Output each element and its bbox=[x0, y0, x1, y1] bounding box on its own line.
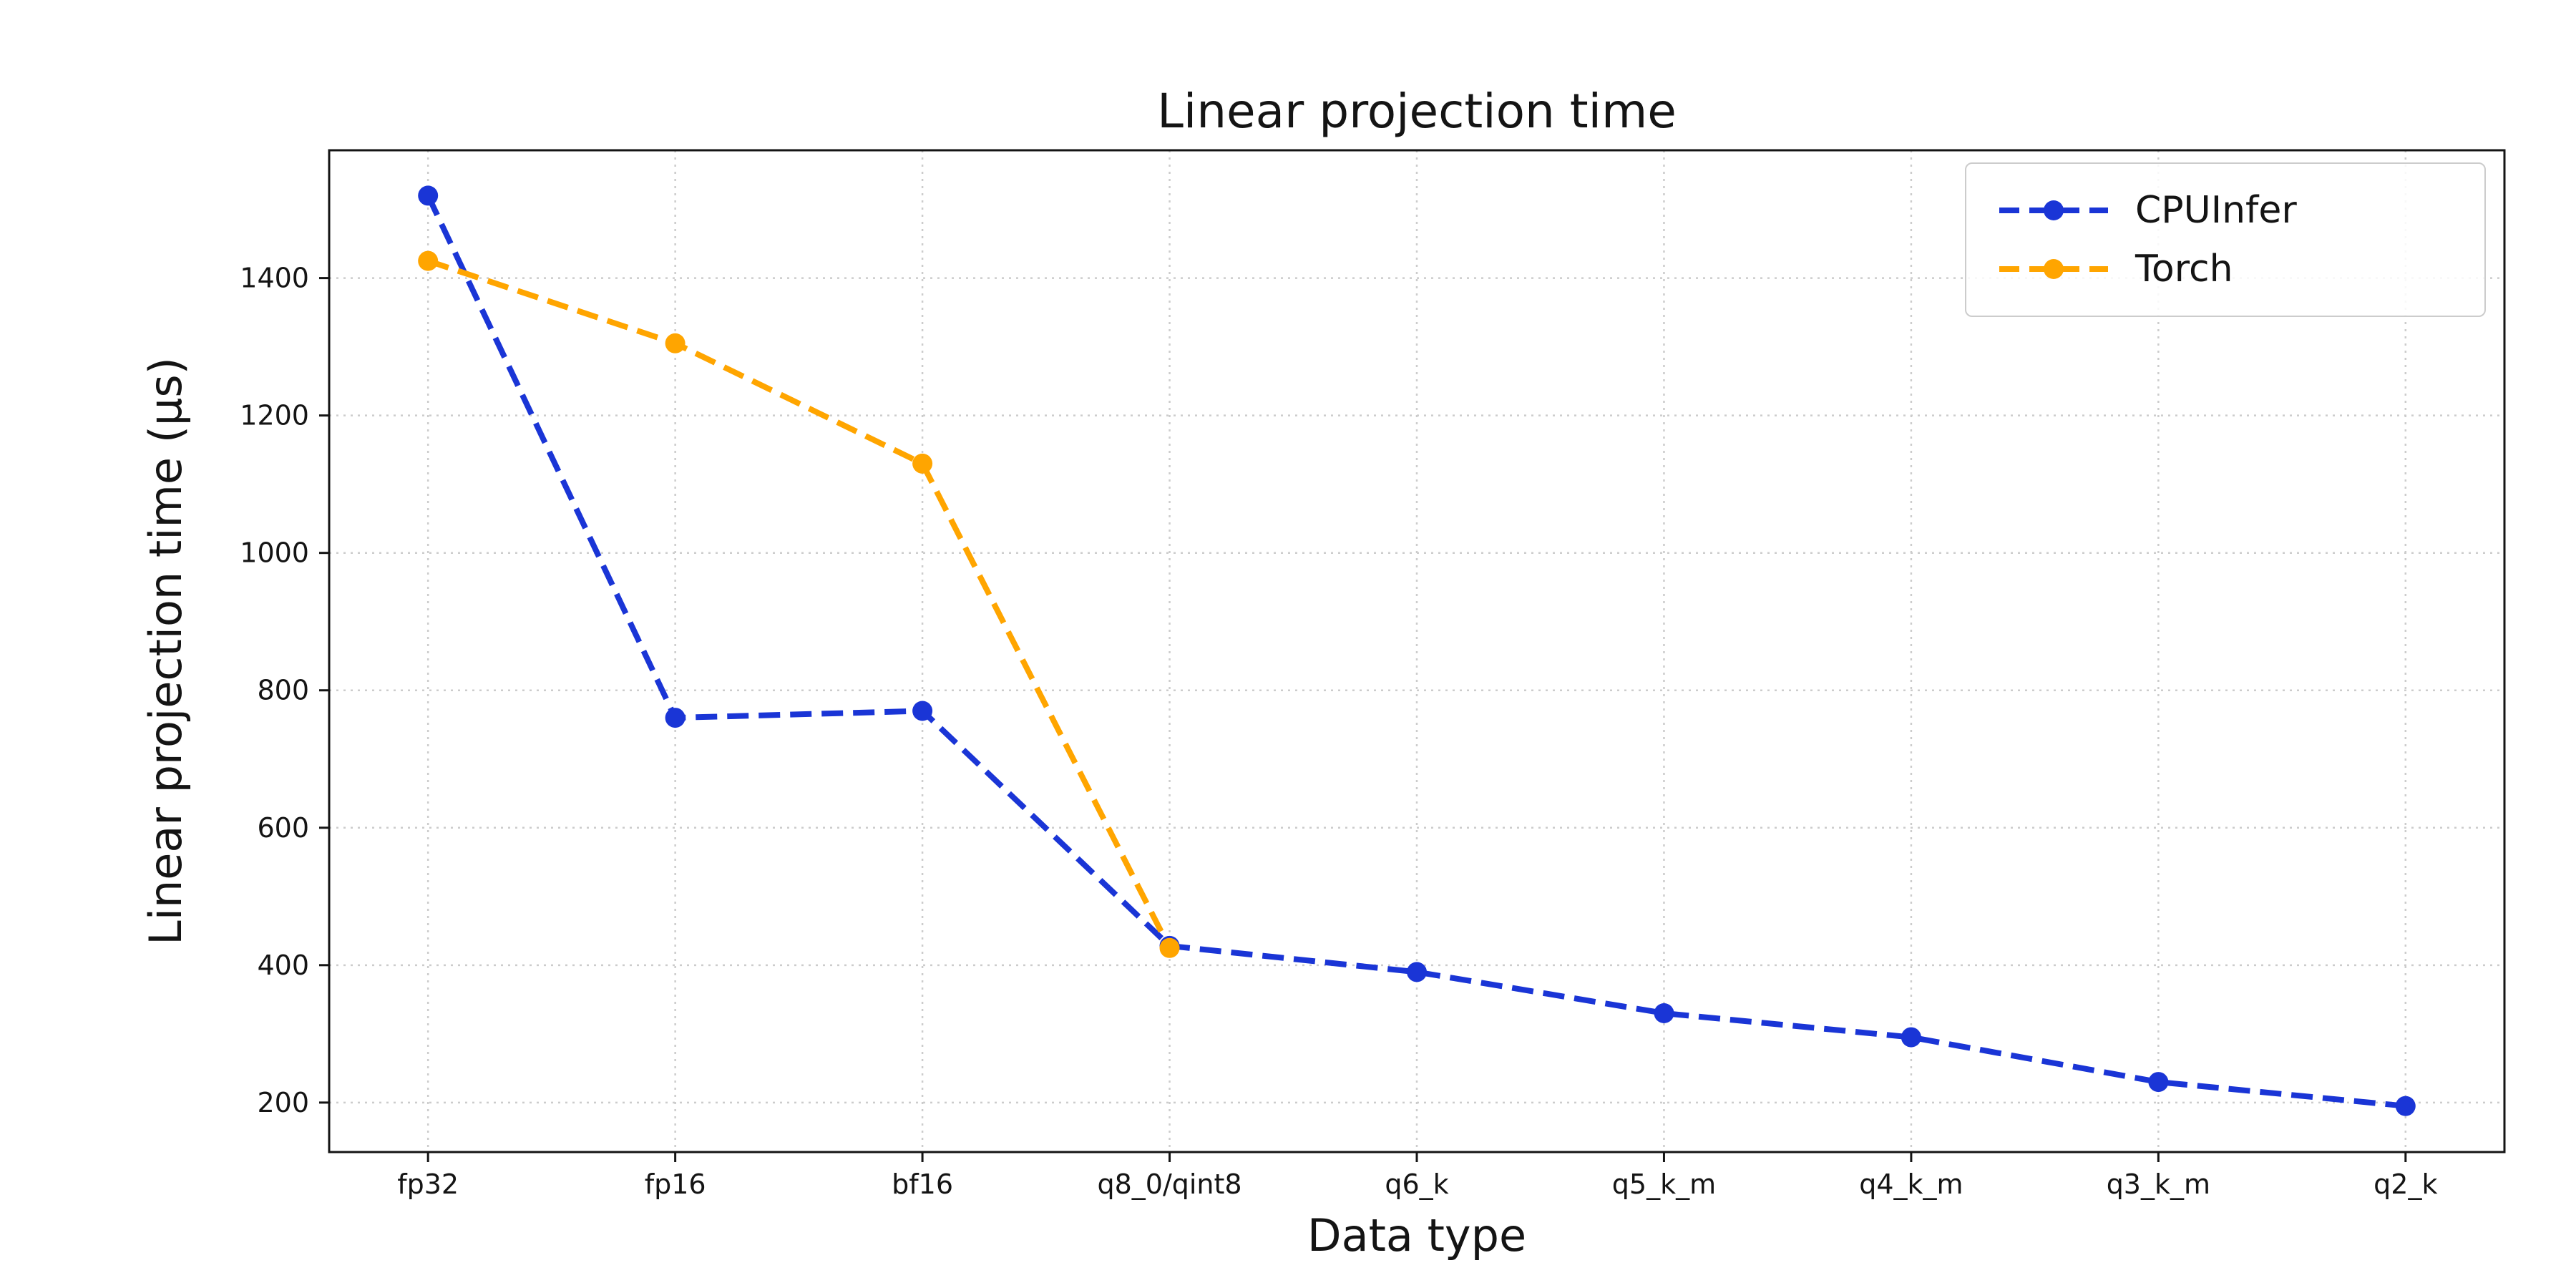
x-tick-label: fp16 bbox=[645, 1169, 706, 1200]
x-axis-label: Data type bbox=[1307, 1209, 1526, 1262]
legend-label: Torch bbox=[2135, 248, 2233, 291]
x-tick-label: q2_k bbox=[2373, 1169, 2437, 1200]
data-series bbox=[418, 185, 2416, 1116]
x-tick-label: q3_k_m bbox=[2107, 1169, 2210, 1200]
y-tick-label: 1400 bbox=[240, 263, 309, 294]
y-axis-label: Linear projection time (μs) bbox=[140, 357, 192, 945]
y-tick-label: 200 bbox=[257, 1087, 309, 1118]
data-point-cpuinfer bbox=[1901, 1027, 1921, 1048]
x-tick-label: q5_k_m bbox=[1612, 1169, 1716, 1200]
y-tick-label: 400 bbox=[257, 950, 309, 981]
legend-line-sample bbox=[1999, 200, 2108, 220]
axis-ticks: fp32 fp16 bf16 q8_0/qint8 q6_k q5_k_m q4_k_m q3… bbox=[240, 263, 2437, 1200]
y-tick-label: 1200 bbox=[240, 400, 309, 431]
legend-line-sample bbox=[1999, 259, 2108, 280]
x-tick-label: q8_0/qint8 bbox=[1097, 1169, 1241, 1200]
x-tick-label: q6_k bbox=[1385, 1169, 1448, 1200]
data-point-cpuinfer bbox=[2395, 1096, 2416, 1116]
data-point-cpuinfer bbox=[2148, 1072, 2169, 1093]
legend: CPUInfer Torch bbox=[1965, 162, 2486, 317]
x-tick-label: bf16 bbox=[892, 1169, 953, 1200]
data-point-cpuinfer bbox=[1407, 962, 1427, 982]
legend-marker-icon bbox=[2044, 200, 2064, 220]
chart-title: Linear projection time bbox=[1157, 84, 1677, 139]
y-tick-label: 1000 bbox=[240, 537, 309, 569]
series-line-torch bbox=[426, 258, 1173, 950]
y-tick-label: 600 bbox=[257, 812, 309, 844]
data-point-cpuinfer bbox=[418, 185, 439, 206]
data-point-torch bbox=[912, 453, 933, 474]
series-line-cpuinfer bbox=[425, 194, 2406, 1109]
legend-item-cpuinfer: CPUInfer bbox=[1966, 192, 2484, 229]
data-point-cpuinfer bbox=[1654, 1003, 1674, 1023]
data-point-torch bbox=[665, 333, 686, 353]
data-point-torch bbox=[1159, 937, 1180, 958]
x-tick-label: q4_k_m bbox=[1859, 1169, 1963, 1200]
legend-marker-icon bbox=[2044, 259, 2064, 280]
data-point-cpuinfer bbox=[665, 708, 686, 728]
data-point-torch bbox=[418, 250, 439, 271]
x-tick-label: fp32 bbox=[397, 1169, 459, 1200]
legend-label: CPUInfer bbox=[2135, 188, 2297, 232]
data-point-cpuinfer bbox=[912, 701, 933, 721]
legend-item-torch: Torch bbox=[1966, 250, 2484, 288]
y-tick-label: 800 bbox=[257, 675, 309, 706]
